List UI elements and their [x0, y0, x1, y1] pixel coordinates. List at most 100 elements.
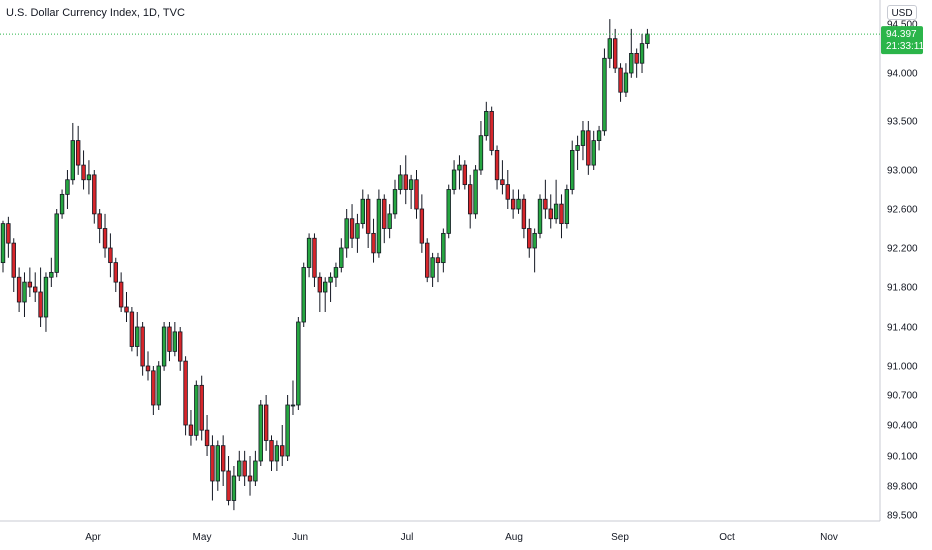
candle — [33, 272, 38, 302]
candle — [333, 262, 339, 287]
candle — [403, 155, 408, 205]
candle — [355, 213, 360, 253]
candle — [645, 28, 650, 49]
candle — [118, 272, 124, 312]
y-tick-label: 90.700 — [887, 391, 918, 402]
candle-body — [484, 111, 489, 137]
candle-body — [489, 111, 494, 151]
plot-area[interactable] — [0, 19, 650, 511]
candle — [408, 174, 414, 209]
time-scale[interactable]: Apr May Jun Jul Aug Sep Oct Nov — [85, 532, 838, 543]
candle — [237, 450, 242, 481]
candle — [11, 238, 16, 292]
candle-body — [548, 208, 553, 220]
candle — [570, 140, 575, 195]
candle — [199, 375, 204, 441]
y-tick-label: 92.600 — [887, 205, 918, 216]
candle-body — [510, 198, 516, 210]
candle-body — [220, 445, 226, 472]
candle — [54, 209, 59, 278]
candle — [543, 179, 548, 219]
candle — [210, 435, 215, 501]
candle — [43, 272, 49, 332]
candle-body — [392, 189, 398, 215]
candle — [559, 194, 564, 239]
candle — [591, 130, 596, 170]
candle-body — [140, 326, 145, 367]
candle — [376, 189, 382, 258]
candle-body — [178, 331, 183, 362]
candle — [312, 233, 317, 287]
candle-body — [86, 174, 92, 181]
candle-body — [247, 475, 253, 482]
candle-body — [564, 189, 570, 225]
y-tick-label: 91.800 — [887, 283, 918, 294]
candle-body — [543, 198, 548, 210]
candle — [6, 216, 11, 258]
candle-body — [365, 198, 371, 234]
candle — [231, 466, 237, 511]
candle-body — [408, 179, 414, 190]
candle-body — [49, 271, 54, 278]
candle-body — [414, 179, 419, 210]
candle-body — [322, 281, 328, 293]
candle-body — [425, 242, 430, 278]
candle — [484, 101, 489, 141]
candle — [580, 121, 586, 161]
y-tick-label: 93.500 — [887, 117, 918, 128]
candle-body — [306, 237, 312, 268]
candle-body — [102, 228, 108, 249]
candle — [527, 218, 532, 258]
candle-body — [527, 228, 532, 249]
y-tick-label: 90.100 — [887, 452, 918, 463]
candle-body — [505, 184, 510, 200]
candle — [500, 160, 505, 195]
candle-body — [118, 281, 124, 308]
candle-body — [237, 460, 242, 477]
candle — [629, 28, 634, 78]
candle — [392, 179, 398, 219]
candle — [553, 179, 559, 224]
candle-body — [226, 470, 231, 501]
candle-body — [199, 384, 204, 431]
candle — [280, 425, 285, 466]
candle-body — [70, 140, 76, 181]
candle-body — [462, 164, 468, 186]
candle-body — [285, 404, 290, 457]
candle — [178, 327, 183, 371]
candle-body — [398, 174, 403, 190]
y-tick-label: 89.500 — [887, 511, 918, 522]
candle — [242, 450, 247, 486]
candle — [521, 194, 527, 239]
candle — [274, 440, 280, 471]
candle-body — [22, 281, 27, 303]
candle-body — [435, 257, 441, 264]
candle — [75, 125, 81, 175]
candle — [371, 218, 376, 263]
candle-body — [92, 174, 97, 215]
candle — [215, 440, 220, 491]
candle — [263, 395, 269, 451]
currency-button[interactable]: USD — [887, 5, 917, 20]
candle — [220, 435, 226, 486]
candle — [618, 63, 623, 102]
candle-body — [339, 247, 344, 268]
price-scale[interactable]: 94.500 94.000 93.500 93.000 92.600 92.200 91.8… — [887, 20, 918, 522]
candle — [322, 277, 328, 312]
candle-body — [403, 174, 408, 190]
candle — [247, 456, 253, 496]
candle-body — [559, 203, 564, 225]
x-tick-label: Oct — [719, 532, 735, 543]
candle-body — [516, 198, 521, 210]
candle-body — [575, 145, 580, 151]
candle-body — [135, 326, 140, 347]
candle — [145, 351, 151, 381]
candle-body — [591, 140, 596, 166]
candle — [478, 121, 484, 175]
candle — [328, 272, 333, 302]
candle-body — [194, 384, 199, 436]
candle — [382, 194, 387, 244]
candle — [296, 317, 301, 410]
candle-body — [38, 291, 43, 318]
